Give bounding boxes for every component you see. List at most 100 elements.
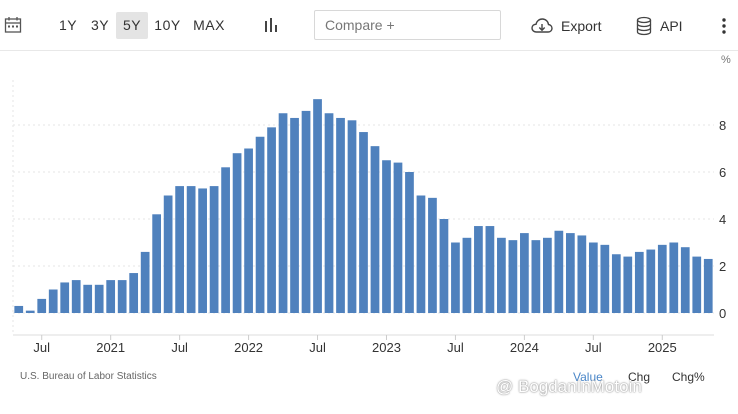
bar[interactable] [520,233,529,313]
bar[interactable] [83,284,93,313]
bar[interactable] [209,186,219,313]
kebab-menu-icon[interactable] [718,16,730,36]
x-tick-label: Jul [171,340,188,355]
bar[interactable] [278,113,288,313]
bar[interactable] [37,298,47,313]
range-10y-button[interactable]: 10Y [154,17,181,33]
bar[interactable] [382,160,391,313]
bar[interactable] [554,230,564,313]
bar[interactable] [14,305,24,313]
calendar-icon[interactable] [4,16,22,34]
range-3y-button[interactable]: 3Y [90,17,110,33]
bar-chart-icon[interactable] [263,17,279,33]
api-label: API [660,18,683,34]
cloud-download-icon [531,18,553,33]
bar[interactable] [152,214,162,313]
bar[interactable] [186,186,196,313]
bar[interactable] [680,247,690,313]
x-tick-label: 2024 [510,340,539,355]
y-tick-label: 8 [719,118,726,133]
bar[interactable] [474,226,483,313]
bar[interactable] [416,195,426,314]
bar[interactable] [370,146,380,313]
bar[interactable] [623,256,633,313]
range-5y-button[interactable]: 5Y [116,12,148,39]
bar[interactable] [175,186,184,313]
bar[interactable] [531,240,541,313]
bar[interactable] [267,127,276,313]
bar[interactable] [485,226,495,313]
bar[interactable] [588,242,598,314]
database-icon [636,16,652,36]
y-tick-label: 2 [719,259,726,274]
watermark: @ BogdanInMotoin [496,377,642,396]
bar[interactable] [94,284,104,313]
api-button[interactable]: API [636,14,683,38]
export-button[interactable]: Export [531,14,601,38]
bar[interactable] [232,153,242,313]
bar[interactable] [451,242,460,314]
bar[interactable] [439,219,449,313]
bar[interactable] [71,280,81,313]
range-max-button[interactable]: MAX [193,17,225,33]
bar[interactable] [692,256,702,313]
bar[interactable] [324,113,334,313]
x-tick-label: 2023 [372,340,401,355]
bar[interactable] [48,289,58,314]
bar[interactable] [543,237,552,313]
view-tab-chg[interactable]: Chg [628,370,651,384]
bar[interactable] [508,240,518,313]
bar[interactable] [140,251,150,313]
bar[interactable] [347,120,357,313]
bar[interactable] [577,235,587,313]
bar[interactable] [244,148,253,314]
bar[interactable] [290,117,299,313]
bar[interactable] [428,197,437,313]
bar[interactable] [221,167,230,313]
bar[interactable] [611,254,621,313]
bar[interactable] [129,273,139,313]
x-tick-label: Jul [447,340,464,355]
bar[interactable] [106,280,116,313]
chart: 0 2 4 6 8 Jul 2021 Jul 2022 Jul 2023 Jul 2024 Jul 202… [12,80,726,355]
x-tick-label: 2025 [648,340,677,355]
y-tick-label: 0 [719,306,726,321]
toolbar: 1Y 3Y 5Y 10Y MAX Export API [0,0,738,51]
view-tab-chg-percent[interactable]: Chg% [672,370,705,384]
bar[interactable] [657,244,667,313]
unit-label: % [721,54,731,66]
bar[interactable] [405,172,414,313]
compare-input[interactable] [314,10,501,40]
bar[interactable] [497,237,506,313]
bar[interactable] [25,310,35,313]
bar[interactable] [117,280,127,313]
bar[interactable] [600,244,610,313]
bar[interactable] [198,188,207,313]
y-tick-label: 4 [719,212,726,227]
bar[interactable] [313,99,322,314]
bar[interactable] [255,136,265,313]
x-tick-label: 2022 [234,340,263,355]
bar[interactable] [462,237,472,313]
bar[interactable] [359,132,368,313]
x-axis-ticks: Jul 2021 Jul 2022 Jul 2023 Jul 2024 Jul 2025 [33,335,677,355]
bar[interactable] [669,242,679,314]
source-label: U.S. Bureau of Labor Statistics [20,371,157,382]
bar[interactable] [60,282,70,313]
y-tick-label: 6 [719,165,726,180]
y-axis-ticks: 0 2 4 6 8 [719,118,726,321]
x-tick-label: Jul [585,340,602,355]
range-1y-button[interactable]: 1Y [58,17,78,33]
bar[interactable] [336,117,345,313]
bar[interactable] [393,162,403,313]
bar[interactable] [703,258,713,313]
bar[interactable] [565,233,575,313]
bar[interactable] [163,195,173,314]
chart-bars [14,99,713,314]
view-tab-value[interactable]: Value [573,370,603,384]
bar[interactable] [301,110,311,314]
bar[interactable] [646,249,656,313]
bar[interactable] [634,251,644,313]
x-tick-label: Jul [309,340,326,355]
export-label: Export [561,18,602,34]
